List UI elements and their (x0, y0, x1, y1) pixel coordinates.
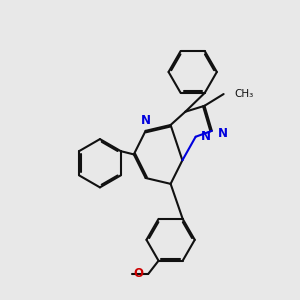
Text: N: N (201, 130, 211, 143)
Text: O: O (133, 268, 143, 281)
Text: N: N (218, 127, 228, 140)
Text: N: N (141, 114, 151, 127)
Text: CH₃: CH₃ (235, 89, 254, 99)
